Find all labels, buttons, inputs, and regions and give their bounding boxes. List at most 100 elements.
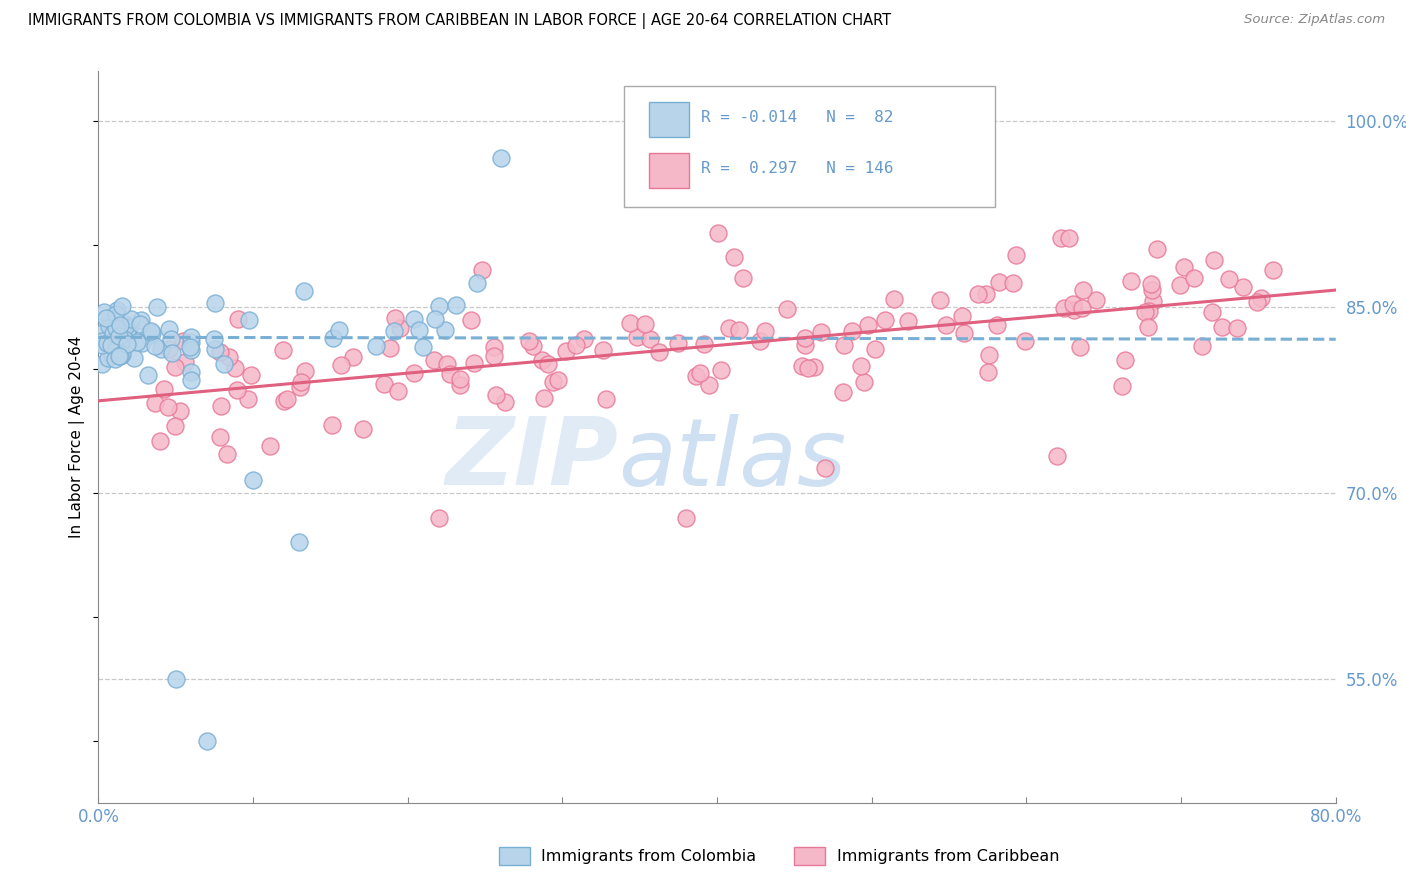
Point <box>519 334 541 349</box>
Point <box>217 447 239 461</box>
Point <box>793 338 815 352</box>
Point <box>105 306 128 320</box>
Point <box>115 337 138 351</box>
Point <box>108 328 131 343</box>
Point <box>465 276 488 290</box>
Point <box>541 375 564 389</box>
Point <box>209 430 232 444</box>
Point <box>1218 272 1240 286</box>
Point <box>388 321 411 335</box>
Point <box>238 313 260 327</box>
Point <box>675 510 697 524</box>
Point <box>832 385 855 400</box>
Point <box>733 271 755 285</box>
Point <box>180 365 202 379</box>
Point <box>841 325 863 339</box>
Point <box>537 357 560 371</box>
Point <box>204 296 226 310</box>
Point <box>225 383 247 397</box>
Point <box>97 351 120 365</box>
Point <box>94 311 117 326</box>
Point <box>565 337 588 351</box>
Point <box>572 332 595 346</box>
Point <box>484 388 506 402</box>
Point <box>814 461 837 475</box>
Point <box>810 325 832 339</box>
Point <box>626 330 648 344</box>
Point <box>108 318 131 333</box>
Point <box>202 332 225 346</box>
Point <box>153 383 176 397</box>
Point <box>136 328 159 343</box>
Point <box>1071 284 1094 298</box>
Point <box>352 422 374 436</box>
Point <box>224 360 246 375</box>
FancyBboxPatch shape <box>624 86 995 207</box>
Point <box>1063 303 1085 318</box>
Point <box>218 350 240 364</box>
Point <box>449 372 471 386</box>
Point <box>105 302 128 317</box>
Point <box>436 357 458 371</box>
Point <box>97 318 120 333</box>
Point <box>776 302 799 317</box>
Point <box>1014 334 1036 348</box>
Point <box>1085 293 1108 307</box>
Point <box>1005 248 1028 262</box>
Point <box>1146 242 1168 256</box>
Point <box>935 318 957 332</box>
Point <box>689 366 711 380</box>
Point <box>105 320 128 334</box>
Point <box>728 322 751 336</box>
Point <box>554 343 576 358</box>
Point <box>883 292 905 306</box>
Point <box>856 318 879 332</box>
Point <box>366 339 388 353</box>
Point <box>1002 276 1025 290</box>
Point <box>128 317 150 331</box>
Point <box>292 285 315 299</box>
Point <box>427 299 450 313</box>
Point <box>378 341 401 355</box>
Point <box>423 311 446 326</box>
Point <box>977 365 1000 379</box>
Point <box>382 324 405 338</box>
Point <box>139 324 162 338</box>
Point <box>226 311 249 326</box>
Point <box>666 336 689 351</box>
Point <box>1201 304 1223 318</box>
Point <box>928 293 950 308</box>
Text: Immigrants from Colombia: Immigrants from Colombia <box>541 849 756 863</box>
Point <box>408 322 430 336</box>
Point <box>180 343 202 358</box>
Text: ZIP: ZIP <box>446 413 619 505</box>
Point <box>111 347 134 361</box>
Point <box>797 361 820 376</box>
Point <box>321 418 343 433</box>
Point <box>146 300 169 314</box>
Point <box>950 309 973 323</box>
Point <box>328 323 350 337</box>
Point <box>101 326 124 341</box>
Point <box>214 357 236 371</box>
Point <box>592 343 614 358</box>
Point <box>118 319 141 334</box>
Point <box>439 368 461 382</box>
Point <box>1142 284 1164 298</box>
Point <box>685 369 707 384</box>
Text: Source: ZipAtlas.com: Source: ZipAtlas.com <box>1244 13 1385 27</box>
Point <box>402 366 425 380</box>
Point <box>1119 274 1142 288</box>
Point <box>849 359 872 373</box>
Point <box>157 342 180 356</box>
Point <box>1191 339 1213 353</box>
Point <box>288 379 311 393</box>
Point <box>412 340 434 354</box>
Point <box>114 319 136 334</box>
Point <box>1070 301 1092 315</box>
Point <box>484 340 506 354</box>
Point <box>108 349 131 363</box>
Text: atlas: atlas <box>619 414 846 505</box>
Point <box>120 311 142 326</box>
Point <box>100 348 122 362</box>
